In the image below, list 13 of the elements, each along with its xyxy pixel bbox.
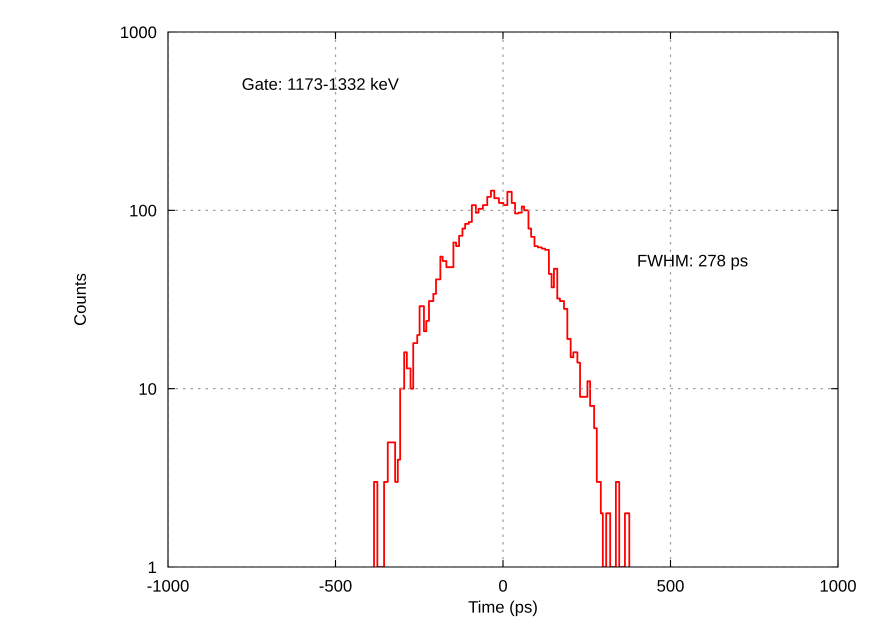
annotation: Gate: 1173-1332 keV [242, 78, 399, 90]
x-tick-label: 0 [499, 580, 507, 592]
x-axis-title: Time (ps) [468, 600, 537, 616]
x-tick-label: 500 [657, 580, 684, 592]
x-tick-label: -500 [320, 580, 352, 592]
x-tick-label: 1000 [820, 580, 856, 592]
y-tick-label: 100 [130, 204, 156, 217]
x-tick-label: -1000 [147, 580, 189, 592]
y-tick-label: 1 [148, 562, 156, 574]
y-tick-label: 10 [140, 383, 156, 395]
y-axis-title: Counts [74, 274, 86, 326]
annotation: FWHM: 278 ps [638, 254, 748, 270]
y-tick-label: 1000 [121, 26, 156, 38]
